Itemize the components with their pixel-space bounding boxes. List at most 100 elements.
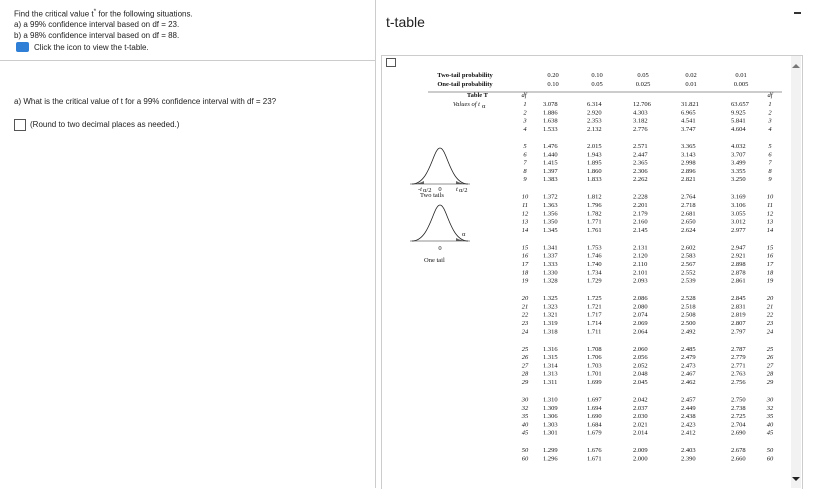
critical-value: 9.925 <box>731 109 746 116</box>
critical-value: 1.860 <box>587 168 602 175</box>
critical-value: 1.706 <box>587 354 602 361</box>
minimize-button[interactable] <box>794 12 801 14</box>
critical-value: 1.734 <box>587 269 602 276</box>
critical-value: 2.500 <box>681 320 696 327</box>
df: 19 <box>522 278 529 285</box>
critical-value: 1.782 <box>587 210 602 217</box>
critical-value: 2.861 <box>731 278 746 285</box>
critical-value: 2.064 <box>633 328 648 335</box>
critical-value: 2.528 <box>681 295 696 302</box>
critical-value: 2.160 <box>633 219 648 226</box>
critical-value: 2.831 <box>731 303 746 310</box>
answer-box[interactable] <box>14 119 26 131</box>
critical-value: 1.363 <box>543 202 558 209</box>
critical-value: 2.807 <box>731 320 746 327</box>
intro-end: for the following situations. <box>96 9 193 19</box>
critical-value: 2.718 <box>681 202 696 209</box>
critical-value: 2.030 <box>633 413 648 420</box>
critical-value: 2.390 <box>681 456 696 463</box>
part-b: b) a 98% confidence interval based on df… <box>14 31 180 40</box>
df: 19 <box>767 278 774 285</box>
critical-value: 1.372 <box>543 194 558 201</box>
critical-value: 2.898 <box>731 261 746 268</box>
critical-value: 12.706 <box>633 101 652 108</box>
table-link[interactable]: Click the icon to view the t-table. <box>34 43 149 52</box>
values-label: Values of t <box>453 101 480 108</box>
df: 1 <box>768 101 771 108</box>
critical-value: 3.250 <box>731 176 746 183</box>
df: 60 <box>522 456 529 463</box>
df: 45 <box>767 430 774 437</box>
critical-value: 2.660 <box>731 456 746 463</box>
critical-value: 2.056 <box>633 354 648 361</box>
df: 6 <box>523 151 527 158</box>
critical-value: 2.014 <box>633 430 648 437</box>
critical-value: 31.821 <box>681 101 699 108</box>
critical-value: 5.841 <box>731 118 746 125</box>
critical-value: 2.423 <box>681 421 696 428</box>
critical-value: 2.353 <box>587 118 602 125</box>
two-tail-label: Two-tail probability <box>437 72 493 79</box>
critical-value: 2.403 <box>681 447 696 454</box>
critical-value: 1.708 <box>587 346 602 353</box>
df: 12 <box>767 210 774 217</box>
df: 14 <box>767 227 774 234</box>
df: 29 <box>767 379 774 386</box>
critical-value: 1.697 <box>587 397 602 404</box>
critical-value: 1.796 <box>587 202 602 209</box>
critical-value: 1.476 <box>543 143 558 150</box>
tick: -t <box>418 186 422 193</box>
critical-value: 1.895 <box>587 160 602 167</box>
print-icon[interactable] <box>386 58 396 67</box>
scroll-up[interactable] <box>792 64 800 68</box>
tick: 0 <box>438 245 441 252</box>
critical-value: 1.345 <box>543 227 558 234</box>
critical-value: 1.771 <box>587 219 602 226</box>
critical-value: 1.676 <box>587 447 602 454</box>
critical-value: 2.977 <box>731 227 746 234</box>
one-tail-prob: 0.01 <box>685 81 696 88</box>
critical-value: 1.318 <box>543 328 558 335</box>
critical-value: 1.356 <box>543 210 558 217</box>
critical-value: 1.313 <box>543 371 558 378</box>
critical-value: 2.518 <box>681 303 696 310</box>
divider <box>0 60 375 61</box>
critical-value: 2.771 <box>731 362 746 369</box>
df: 32 <box>521 405 529 412</box>
two-tail-curve <box>411 147 469 185</box>
critical-value: 1.740 <box>587 261 602 268</box>
critical-value: 3.499 <box>731 160 746 167</box>
area-label: α <box>462 231 466 238</box>
critical-value: 2.015 <box>587 143 602 150</box>
t-table: Two-tail probability One-tail probability… <box>410 72 782 463</box>
two-tail-prob: 0.05 <box>637 72 648 79</box>
critical-value: 2.492 <box>681 328 696 335</box>
critical-value: 63.657 <box>731 101 750 108</box>
critical-value: 2.947 <box>731 244 746 251</box>
two-tail-prob: 0.01 <box>735 72 746 79</box>
critical-value: 2.896 <box>681 168 696 175</box>
df-label: df <box>767 92 773 99</box>
critical-value: 2.037 <box>633 405 648 412</box>
scroll-down[interactable] <box>792 477 800 481</box>
critical-value: 1.746 <box>587 253 602 260</box>
df: 30 <box>521 397 529 404</box>
critical-value: 1.415 <box>543 160 558 167</box>
critical-value: 2.878 <box>731 269 746 276</box>
critical-value: 2.508 <box>681 312 696 319</box>
df: 23 <box>522 320 529 327</box>
critical-value: 1.943 <box>587 151 602 158</box>
intro-text: Find the critical value t <box>14 9 94 19</box>
critical-value: 2.447 <box>633 151 648 158</box>
critical-value: 2.262 <box>633 176 648 183</box>
critical-value: 2.764 <box>681 194 696 201</box>
df: 4 <box>768 126 772 133</box>
one-tail-curve <box>411 204 469 242</box>
critical-value: 1.679 <box>587 430 602 437</box>
df: 50 <box>767 447 774 454</box>
critical-value: 2.552 <box>681 269 696 276</box>
critical-value: 1.397 <box>543 168 558 175</box>
scrollbar[interactable] <box>791 56 801 488</box>
critical-value: 2.821 <box>681 176 696 183</box>
table-icon[interactable] <box>16 42 29 52</box>
